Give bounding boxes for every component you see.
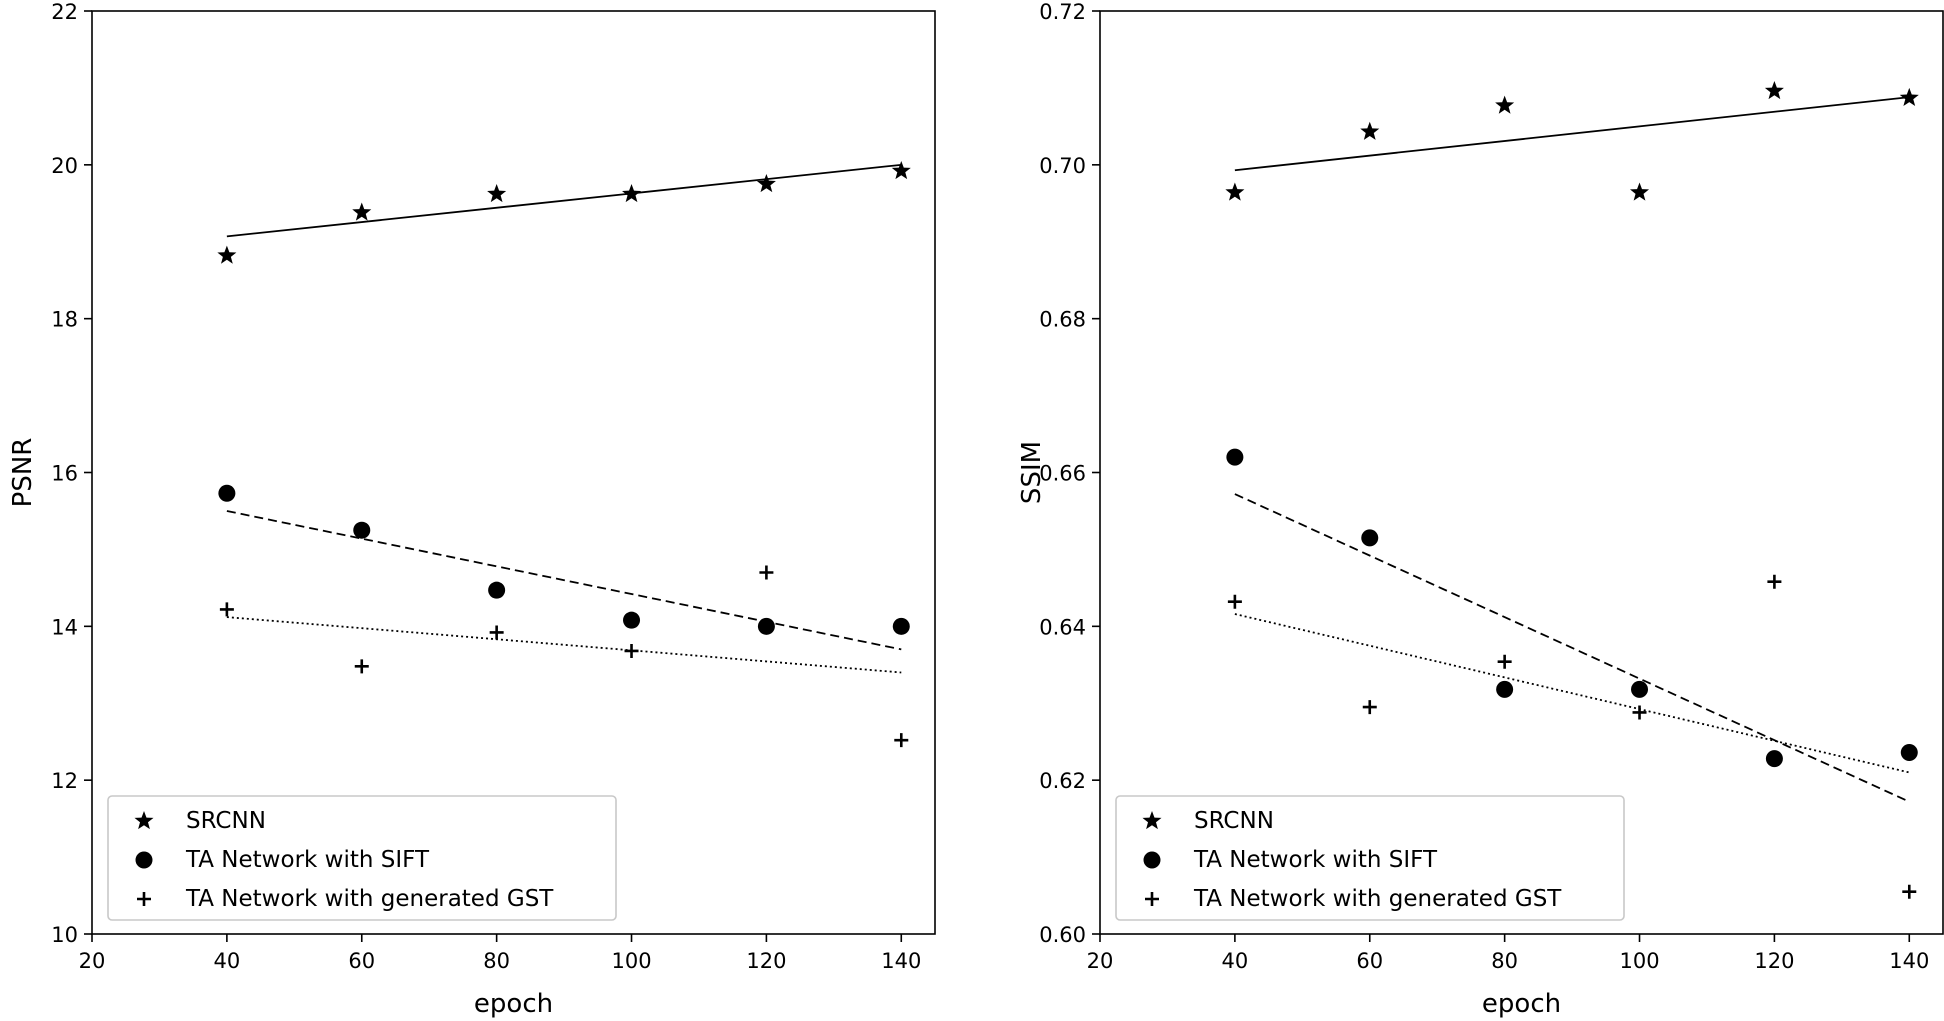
data-point-plus — [1902, 884, 1917, 899]
data-point-star — [1495, 95, 1515, 114]
y-tick-label: 18 — [51, 308, 78, 332]
x-tick-label: 100 — [611, 949, 651, 973]
y-axis-label: SSIM — [1017, 441, 1047, 504]
data-point-circle — [1361, 529, 1379, 547]
data-point-plus — [624, 643, 639, 658]
data-point-star — [217, 245, 237, 264]
data-point-star — [1630, 182, 1650, 201]
x-tick-label: 120 — [746, 949, 786, 973]
data-point-star — [891, 160, 911, 180]
data-point-star — [1360, 121, 1380, 140]
data-point-plus — [219, 602, 234, 617]
trend-line — [226, 510, 902, 651]
data-point-circle — [353, 521, 371, 539]
y-tick-label: 12 — [51, 769, 78, 793]
data-point-circle — [488, 581, 506, 599]
legend-box — [1115, 795, 1625, 921]
y-axis-label: PSNR — [8, 438, 38, 508]
legend-marker-star — [1142, 811, 1162, 830]
trend-line — [1234, 613, 1910, 774]
data-point-star — [1899, 87, 1919, 107]
legend-label: TA Network with generated GST — [1193, 886, 1562, 912]
y-tick-label: 0.70 — [1039, 154, 1086, 178]
data-point-star — [622, 184, 642, 203]
data-point-plus — [759, 565, 774, 580]
x-tick-label: 60 — [1356, 949, 1383, 973]
legend-marker-plus — [137, 892, 151, 906]
trend-line — [1234, 96, 1910, 172]
x-tick-label: 100 — [1619, 949, 1659, 973]
data-point-plus — [1632, 705, 1647, 720]
data-point-plus — [489, 625, 504, 640]
x-tick-label: 140 — [881, 949, 921, 973]
legend-label: SRCNN — [1194, 808, 1274, 834]
data-point-plus — [1497, 654, 1512, 669]
data-point-circle — [892, 617, 910, 635]
data-point-circle — [1631, 680, 1649, 698]
y-tick-label: 22 — [51, 0, 78, 24]
x-tick-label: 120 — [1754, 949, 1794, 973]
y-tick-label: 0.62 — [1039, 769, 1086, 793]
data-point-plus — [1362, 700, 1377, 715]
trend-line — [1234, 493, 1910, 803]
legend-label: TA Network with generated GST — [185, 886, 554, 912]
legend-box — [107, 795, 617, 921]
data-point-star — [1225, 182, 1245, 201]
x-axis-label: epoch — [1482, 989, 1561, 1019]
legend-label: SRCNN — [186, 808, 266, 834]
legend: SRCNN TA Network with SIFT TA Network with… — [1115, 795, 1625, 921]
data-point-plus — [1227, 594, 1242, 609]
legend-marker-plus — [1145, 892, 1159, 906]
chart-panel-2: 20 40 60 80 100 120 140 0.60 0.62 0.64 0.66 0.68 0.7… — [1017, 0, 1944, 1019]
data-point-circle — [1765, 750, 1783, 768]
y-tick-label: 0.72 — [1039, 0, 1086, 24]
legend: SRCNN TA Network with SIFT TA Network with… — [107, 795, 617, 921]
legend-label: TA Network with SIFT — [185, 847, 430, 873]
legend-label: TA Network with SIFT — [1193, 847, 1438, 873]
data-point-circle — [1226, 448, 1244, 466]
y-tick-label: 14 — [51, 615, 78, 639]
y-tick-label: 0.68 — [1039, 308, 1086, 332]
data-point-circle — [218, 484, 236, 502]
chart-panel-1: 20 40 60 80 100 120 140 10 12 14 16 18 20 22 epoch PSNR… — [8, 0, 936, 1019]
y-tick-label: 10 — [51, 923, 78, 947]
data-point-plus — [894, 733, 909, 748]
x-tick-label: 80 — [483, 949, 510, 973]
x-tick-label: 140 — [1889, 949, 1929, 973]
data-point-circle — [623, 611, 641, 629]
legend-marker-circle — [135, 851, 153, 869]
x-tick-label: 80 — [1491, 949, 1518, 973]
data-point-star — [1764, 80, 1784, 100]
data-point-plus — [354, 659, 369, 674]
x-tick-label: 20 — [1087, 949, 1114, 973]
trend-line — [226, 163, 902, 238]
data-point-star — [756, 174, 776, 193]
x-tick-label: 40 — [214, 949, 241, 973]
data-point-star — [352, 202, 372, 221]
legend-marker-star — [134, 811, 154, 830]
x-tick-label: 40 — [1222, 949, 1249, 973]
data-point-plus — [1767, 574, 1782, 589]
data-point-star — [487, 184, 507, 203]
y-tick-label: 20 — [51, 154, 78, 178]
y-tick-label: 0.60 — [1039, 923, 1086, 947]
legend-marker-circle — [1143, 851, 1161, 869]
data-point-circle — [757, 617, 775, 635]
y-tick-label: 16 — [51, 462, 78, 486]
x-tick-label: 20 — [79, 949, 106, 973]
trend-line — [226, 616, 902, 674]
data-point-circle — [1900, 743, 1918, 761]
y-tick-label: 0.66 — [1039, 462, 1086, 486]
x-tick-label: 60 — [348, 949, 375, 973]
data-point-circle — [1496, 680, 1514, 698]
y-tick-label: 0.64 — [1039, 615, 1086, 639]
x-axis-label: epoch — [474, 989, 553, 1019]
